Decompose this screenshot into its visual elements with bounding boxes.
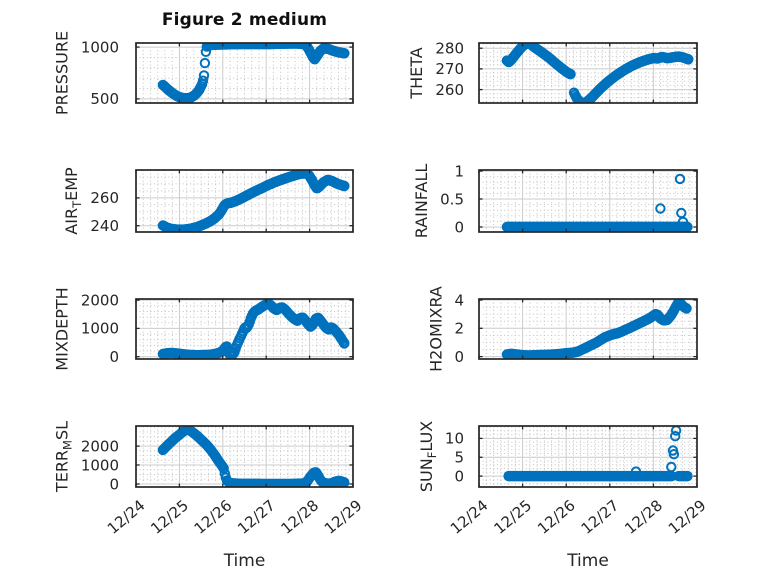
y-tick-label: 240 bbox=[90, 217, 119, 235]
y-tick-label: 500 bbox=[90, 90, 119, 108]
y-tick-label: 280 bbox=[435, 39, 464, 57]
y-tick-label: 2000 bbox=[81, 291, 119, 309]
axes-frame bbox=[478, 169, 698, 233]
tick-marks bbox=[135, 43, 354, 103]
tick-marks bbox=[135, 170, 354, 232]
axes-frame bbox=[478, 298, 698, 360]
y-tick-label: 0 bbox=[109, 475, 119, 493]
data-markers-terr-msl bbox=[157, 425, 350, 488]
data-markers-h2omixra bbox=[501, 298, 692, 360]
subplot-air-temp: 240 260 AIRTEMP bbox=[62, 167, 354, 235]
y-tick-label: 0 bbox=[454, 218, 464, 236]
axes-frame bbox=[135, 169, 354, 233]
y-tick-label: 270 bbox=[435, 60, 464, 78]
tick-marks bbox=[478, 43, 698, 103]
tick-marks bbox=[478, 299, 698, 359]
ylabel-theta: THETA bbox=[407, 47, 426, 99]
subplot-terr-msl: 010002000TERRMSL12/2412/2512/2612/2712/2… bbox=[53, 421, 366, 538]
tick-marks bbox=[478, 426, 698, 487]
subplot-rainfall: 0 0.5 1 RAINFALL bbox=[412, 162, 698, 239]
axes-frame bbox=[135, 425, 354, 488]
subplot-h2omixra: 0 2 4 H2OMIXRA bbox=[426, 286, 698, 372]
tick-marks bbox=[478, 170, 698, 232]
x-tick-label: 12/29 bbox=[321, 496, 366, 538]
y-tick-label: 2000 bbox=[81, 437, 119, 455]
y-tick-label: 1000 bbox=[81, 38, 119, 56]
data-markers-sun-flux bbox=[503, 425, 693, 482]
ylabel-sun-flux: SUNFLUX bbox=[417, 421, 439, 492]
x-tick-label: 12/25 bbox=[490, 496, 535, 538]
ylabel-mixdepth: MIXDEPTH bbox=[53, 287, 72, 370]
data-markers-pressure bbox=[157, 42, 350, 104]
data-markers-theta bbox=[501, 42, 694, 104]
ylabel-terr-msl: TERRMSL bbox=[53, 421, 75, 493]
data-markers-air-temp bbox=[157, 169, 350, 233]
x-tick-label: 12/26 bbox=[191, 496, 236, 538]
tick-marks bbox=[135, 426, 354, 487]
y-tick-label: 1000 bbox=[81, 456, 119, 474]
axes-frame bbox=[478, 42, 698, 104]
tick-marks bbox=[135, 299, 354, 359]
y-tick-label: 0 bbox=[454, 467, 464, 485]
x-tick-label: 12/24 bbox=[447, 496, 492, 538]
x-tick-label: 12/28 bbox=[277, 496, 322, 538]
x-tick-label: 12/27 bbox=[578, 496, 623, 538]
ylabel-pressure: PRESSURE bbox=[53, 31, 72, 115]
axes-frame bbox=[478, 425, 698, 488]
xlabel-time-right: Time bbox=[567, 551, 609, 571]
y-tick-label: 0 bbox=[109, 348, 119, 366]
figure-title: Figure 2 medium bbox=[161, 10, 328, 30]
axes-frame bbox=[135, 42, 354, 104]
ylabel-air-temp: AIRTEMP bbox=[62, 167, 84, 235]
xlabel-time-left: Time bbox=[223, 551, 266, 571]
subplot-mixdepth: 0 1000 2000 MIXDEPTH bbox=[53, 287, 354, 371]
y-tick-label: 260 bbox=[90, 189, 119, 207]
y-tick-label: 260 bbox=[435, 81, 464, 99]
x-tick-label: 12/29 bbox=[665, 496, 710, 538]
x-tick-label: 12/28 bbox=[621, 496, 666, 538]
x-tick-label: 12/25 bbox=[147, 496, 192, 538]
x-tick-label: 12/27 bbox=[234, 496, 279, 538]
subplot-theta: 260 270 280 THETA bbox=[407, 39, 698, 104]
y-tick-label: 1000 bbox=[81, 320, 119, 338]
y-tick-label: 2 bbox=[454, 320, 464, 338]
y-tick-label: 10 bbox=[445, 430, 464, 448]
y-tick-label: 0.5 bbox=[440, 190, 464, 208]
y-tick-label: 5 bbox=[454, 449, 464, 467]
x-tick-label: 12/26 bbox=[534, 496, 579, 538]
x-tick-label: 12/24 bbox=[104, 496, 149, 538]
ylabel-h2omixra: H2OMIXRA bbox=[426, 286, 445, 372]
ylabel-rainfall: RAINFALL bbox=[412, 164, 431, 239]
y-tick-label: 0 bbox=[454, 348, 464, 366]
y-tick-label: 4 bbox=[454, 291, 464, 309]
minor-grid bbox=[479, 170, 697, 232]
data-markers-rainfall bbox=[501, 173, 693, 233]
subplot-pressure: 500 1000 PRESSURE bbox=[53, 31, 354, 115]
y-tick-label: 1 bbox=[454, 162, 464, 180]
